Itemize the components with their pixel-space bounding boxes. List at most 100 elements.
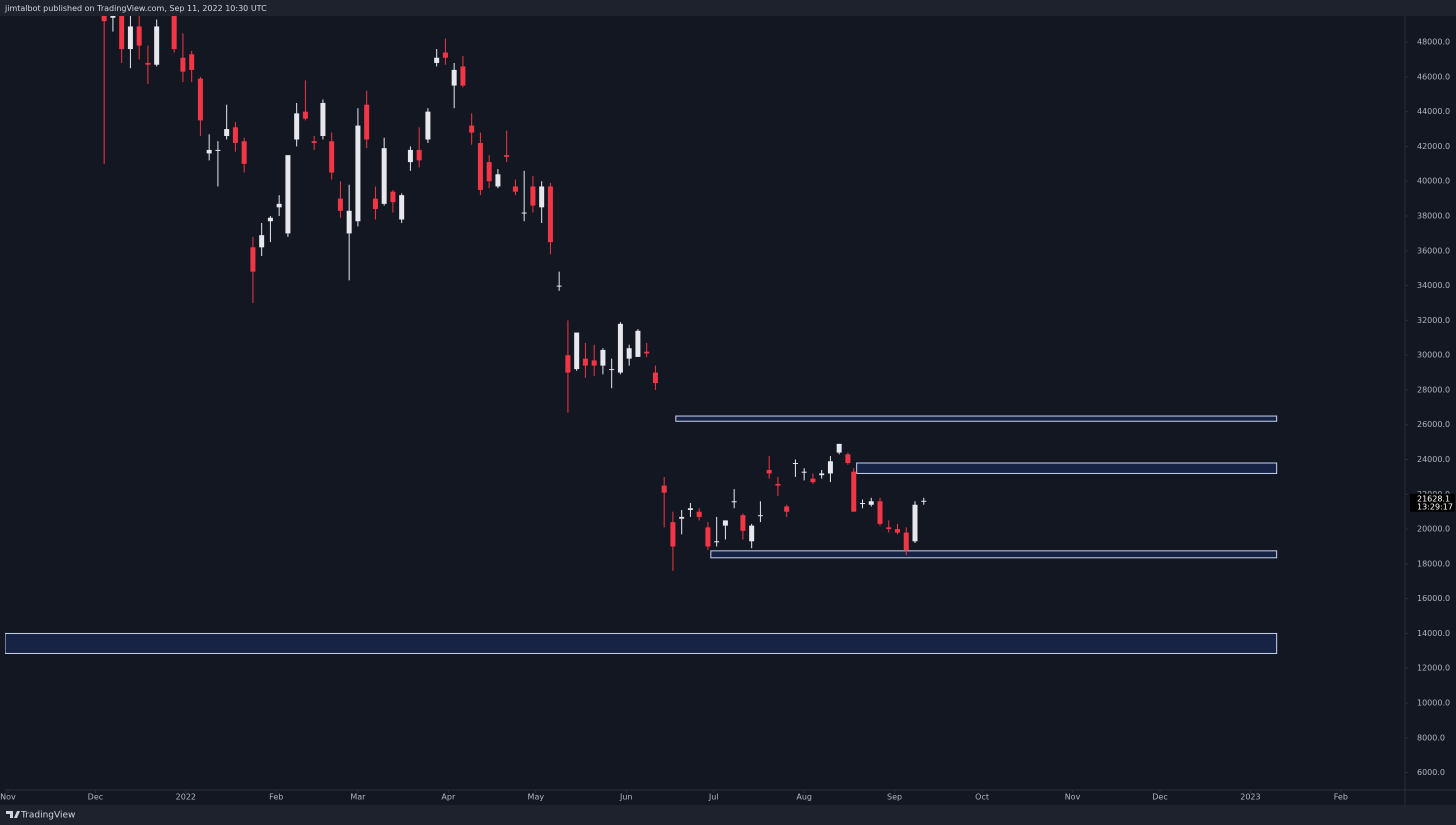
y-tick-label: 32000.0 (1417, 316, 1450, 325)
candle-body (827, 461, 833, 474)
candle-body (652, 372, 658, 383)
candle-body (215, 149, 221, 151)
candle-body (425, 111, 431, 140)
last-price-tag (1410, 493, 1455, 512)
candle-body (903, 532, 909, 550)
candle-body (294, 113, 300, 140)
candle-body (860, 503, 865, 505)
candle-body (381, 148, 387, 204)
x-tick-label: Aug (796, 793, 812, 802)
zone (856, 462, 1278, 474)
candle-body (145, 62, 151, 65)
y-tick-label: 36000.0 (1417, 246, 1450, 255)
x-tick-label: Feb (1334, 793, 1348, 802)
candle-body (442, 52, 448, 58)
candle-body (547, 186, 553, 243)
candle-body (696, 511, 702, 517)
candle-body (504, 155, 510, 157)
header-bar (0, 0, 1456, 16)
candle-body (868, 501, 874, 505)
candle-body (886, 527, 892, 530)
candle-body (617, 323, 623, 373)
footer-bar (0, 805, 1456, 825)
candle-body (469, 125, 475, 133)
x-tick-label: May (528, 793, 545, 802)
candle-body (714, 541, 720, 543)
candle-body (302, 111, 308, 119)
candle-body (206, 149, 212, 154)
x-tick-label: Jul (708, 793, 719, 802)
y-tick-label: 42000.0 (1417, 142, 1450, 151)
candle-body (434, 57, 440, 63)
y-tick-label: 20000.0 (1417, 525, 1450, 534)
candle-body (836, 443, 842, 453)
last-price-label: 21628.1 (1417, 494, 1450, 503)
candle-body (644, 351, 650, 354)
candle-body (224, 129, 230, 137)
candle-body (539, 186, 545, 208)
candle-body (556, 285, 562, 287)
header-text: jimtalbot published on TradingView.com, … (4, 4, 267, 13)
candle-body (670, 522, 676, 547)
candle-body (180, 57, 186, 72)
candle-body (399, 195, 405, 220)
y-tick-label: 46000.0 (1417, 72, 1450, 81)
candle-body (110, 16, 116, 18)
x-tick-label: Nov (0, 793, 16, 802)
x-tick-label: Oct (975, 793, 989, 802)
y-tick-label: 28000.0 (1417, 385, 1450, 394)
y-tick-label: 24000.0 (1417, 455, 1450, 464)
candle-body (705, 527, 711, 547)
countdown-label: 13:29:17 (1417, 502, 1453, 511)
zone (675, 415, 1278, 422)
candle-body (722, 520, 728, 526)
candle-body (591, 360, 597, 366)
x-tick-label: Dec (88, 793, 103, 802)
y-tick-label: 34000.0 (1417, 281, 1450, 290)
candle-body (810, 478, 816, 483)
y-tick-label: 44000.0 (1417, 107, 1450, 116)
x-tick-label: Nov (1065, 793, 1081, 802)
zone (710, 550, 1278, 559)
candle-body (127, 26, 133, 50)
candle-body (311, 141, 317, 143)
candle-body (276, 203, 282, 208)
candle-body (486, 162, 492, 182)
candle-body (895, 529, 900, 533)
y-tick-label: 12000.0 (1417, 664, 1450, 673)
candle-body (757, 515, 763, 517)
candle-body (775, 483, 781, 486)
x-tick-label: Sep (887, 793, 902, 802)
candle-body (355, 125, 361, 222)
candle-body (600, 349, 606, 366)
candle-body (687, 508, 693, 510)
y-tick-label: 30000.0 (1417, 351, 1450, 360)
candle-body (364, 104, 370, 140)
candle-body (877, 501, 883, 524)
candle-body (521, 212, 527, 214)
candle-body (154, 26, 160, 65)
y-tick-label: 40000.0 (1417, 177, 1450, 186)
candle-body (740, 515, 746, 531)
candle-body (784, 506, 790, 512)
candle-body (267, 217, 273, 222)
candle-body (851, 471, 857, 512)
x-tick-label: Apr (441, 793, 456, 802)
y-tick-label: 16000.0 (1417, 594, 1450, 603)
candle-body (609, 369, 615, 371)
plot-area (5, 16, 1278, 654)
candle-body (626, 348, 632, 359)
candle-body (390, 191, 396, 203)
candle-body (912, 504, 918, 542)
x-tick-label: Mar (350, 793, 366, 802)
candle-body (337, 198, 343, 211)
x-tick-label: 2022 (176, 793, 196, 802)
y-tick-label: 38000.0 (1417, 212, 1450, 221)
candle-body (346, 210, 352, 234)
candle-body (635, 330, 641, 357)
candle-body (495, 174, 501, 187)
candle-body (451, 69, 457, 86)
candle-body (574, 332, 580, 370)
